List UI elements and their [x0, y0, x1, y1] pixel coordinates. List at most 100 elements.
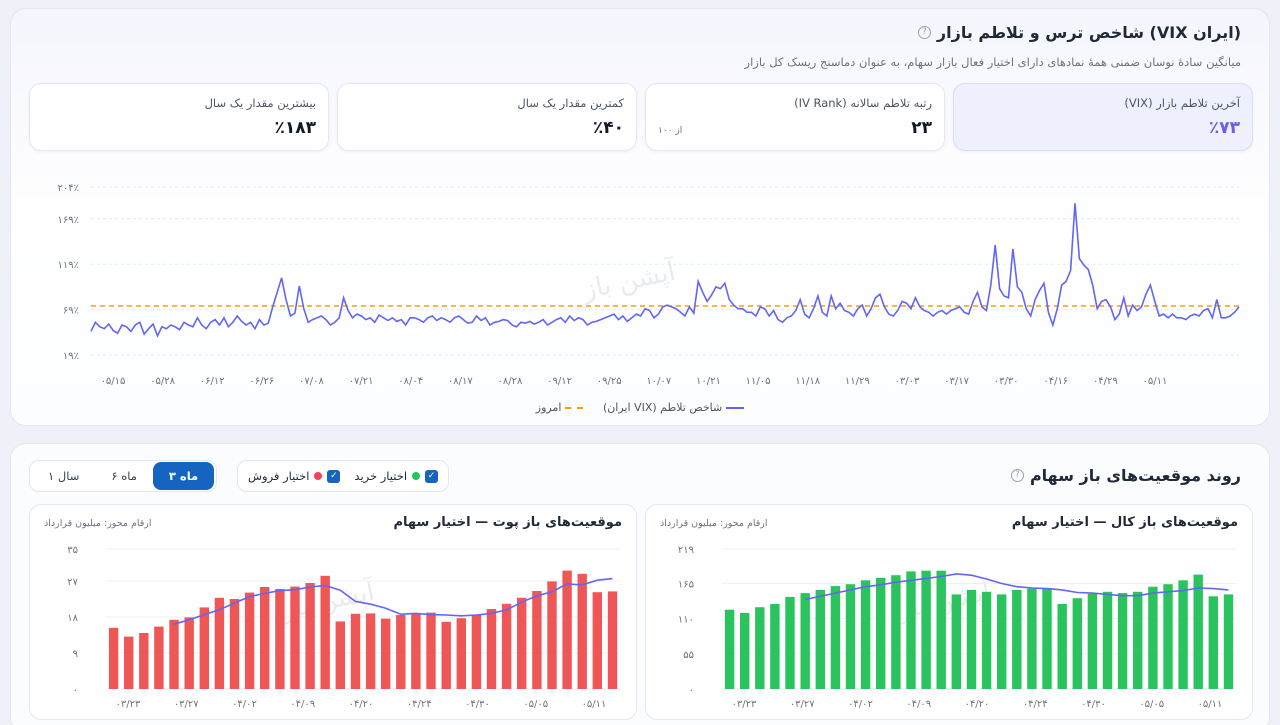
- trend-line: [804, 573, 1229, 601]
- x-tick-label: ۰۳/۱۷: [944, 376, 969, 387]
- bar: [1223, 594, 1234, 689]
- bar: [1208, 596, 1218, 689]
- card-last-vix[interactable]: آخرین تلاطم بازار (VIX) ٪۷۳: [953, 83, 1253, 151]
- range-6m-button[interactable]: ۶ ماه: [111, 469, 137, 483]
- y-tick-label: ۰: [689, 685, 694, 696]
- x-tick-label: ۰۵/۰۵: [523, 699, 548, 710]
- bar: [350, 613, 361, 689]
- x-tick-label: ۰۸/۱۷: [448, 376, 473, 387]
- toggle-call[interactable]: ✓ اختیار خرید: [354, 469, 439, 483]
- bar: [1102, 591, 1113, 689]
- help-icon[interactable]: ?: [1010, 469, 1024, 482]
- bar: [1117, 593, 1128, 689]
- range-1y-button[interactable]: ۱ سال: [48, 469, 80, 483]
- y-tick-label: ۰: [73, 685, 78, 696]
- line-swatch-icon: [726, 407, 745, 409]
- axis-note: ارقام محور: میلیون قرارداد: [44, 518, 152, 529]
- x-tick-label: ۰۴/۲۰: [349, 699, 374, 710]
- trend-line: [173, 577, 613, 625]
- call-dot-icon: [412, 472, 421, 480]
- legend-today[interactable]: امروز: [536, 401, 584, 414]
- bar: [320, 575, 330, 689]
- bar: [815, 589, 825, 689]
- checkbox-checked-icon[interactable]: ✓: [327, 469, 341, 483]
- bar: [154, 626, 164, 689]
- bar: [275, 589, 285, 689]
- put-chart-title: موقعیت‌های باز پوت — اختیار سهام: [393, 515, 622, 530]
- bar: [260, 587, 270, 689]
- bar: [785, 596, 795, 689]
- bar: [471, 614, 482, 689]
- card-year-max[interactable]: بیشترین مقدار یک سال ٪۱۸۳: [29, 83, 329, 151]
- put-chart[interactable]: آپشن باز ۳۵۲۷۱۸۹۰۰۳/۲۳۰۳/۲۷۰۴/۰۲۰۴/۰۹۰۴/…: [30, 529, 636, 719]
- y-tick-label: ۲۰۴٪: [58, 183, 79, 194]
- bar: [244, 592, 255, 689]
- bar: [290, 586, 300, 689]
- x-tick-label: ۱۱/۰۵: [746, 376, 771, 387]
- toggle-label: اختیار خرید: [354, 469, 408, 483]
- positions-panel: روند موقعیت‌های باز سهام ? ✓ اختیار خرید…: [10, 443, 1270, 725]
- toggle-put[interactable]: ✓ اختیار فروش: [248, 469, 341, 483]
- bar: [921, 570, 931, 689]
- bar: [755, 607, 765, 689]
- y-tick-label: ۲۷: [67, 577, 78, 588]
- x-tick-label: ۰۸/۰۴: [398, 376, 423, 387]
- bar: [830, 586, 841, 689]
- vix-series-line: [90, 203, 1240, 338]
- bar: [108, 627, 119, 689]
- y-tick-label: ۱۱۹٪: [58, 260, 79, 271]
- legend-series[interactable]: شاخص تلاطم (VIX ایران): [603, 401, 745, 414]
- vix-panel: (ایران VIX) شاخص ترس و تلاطم بازار ? میا…: [10, 8, 1270, 426]
- vix-chart[interactable]: آپشن باز ۲۰۴٪ ۱۶۹٪ ۱۱۹٪ ۶۹٪ ۱۹٪ ۰۵/۱۵ ۰۵/۲۸ ۰۶…: [11, 169, 1269, 409]
- x-tick-label: ۰۴/۳۰: [465, 699, 490, 710]
- vix-subtitle: میانگین سادهٔ نوسان ضمنی همهٔ نمادهای دا…: [744, 55, 1241, 69]
- bar: [547, 581, 557, 689]
- call-chart-card: موقعیت‌های باز کال — اختیار سهام ارقام م…: [645, 504, 1253, 720]
- bar: [592, 592, 602, 689]
- bar: [906, 571, 916, 689]
- bar: [860, 580, 871, 689]
- vix-title: (ایران VIX) شاخص ترس و تلاطم بازار ?: [917, 23, 1241, 42]
- axis-note: ارقام محور: میلیون قرارداد: [660, 518, 768, 529]
- bar: [966, 589, 977, 689]
- y-tick-label: ۹: [73, 649, 78, 660]
- bar: [845, 584, 856, 689]
- bar: [411, 613, 421, 689]
- range-3m-button[interactable]: ۳ ماه: [152, 462, 215, 490]
- x-tick-label: ۱۱/۱۸: [795, 376, 820, 387]
- bar: [139, 633, 149, 689]
- x-tick-label: ۱۰/۲۱: [696, 376, 721, 387]
- bar: [936, 570, 946, 689]
- bar: [501, 603, 512, 689]
- bar: [199, 607, 209, 689]
- help-icon[interactable]: ?: [917, 26, 931, 39]
- bar: [426, 612, 436, 689]
- bar: [1072, 598, 1082, 689]
- card-iv-rank[interactable]: رتبه تلاطم سالانه (IV Rank) ۲۳ از ۱۰۰: [645, 83, 945, 151]
- bar: [1193, 574, 1203, 689]
- x-tick-label: ۰۴/۱۶: [1043, 376, 1068, 387]
- y-tick-label: ۳۵: [67, 545, 78, 556]
- call-chart[interactable]: آپشن باز ۲۱۹۱۶۵۱۱۰۵۵۰۰۳/۲۳۰۳/۲۷۰۴/۰۲۰۴/۰…: [646, 529, 1252, 719]
- bar: [517, 597, 527, 689]
- x-tick-label: ۰۴/۲۴: [1023, 699, 1048, 710]
- x-tick-label: ۰۵/۰۵: [1139, 699, 1164, 710]
- card-year-min[interactable]: کمترین مقدار یک سال ٪۴۰: [337, 83, 637, 151]
- bar: [1163, 584, 1173, 689]
- bar: [876, 577, 886, 689]
- bar: [997, 594, 1007, 689]
- y-tick-label: ۱۱۰: [678, 615, 694, 626]
- x-tick-label: ۰۳/۲۳: [732, 699, 757, 710]
- bar: [951, 594, 961, 689]
- bar: [124, 636, 134, 689]
- bar: [891, 575, 901, 689]
- put-chart-card: موقعیت‌های باز پوت — اختیار سهام ارقام م…: [29, 504, 637, 720]
- y-tick-label: ۶۹٪: [63, 306, 79, 317]
- x-tick-label: ۰۸/۲۸: [498, 376, 523, 387]
- bar: [214, 597, 225, 689]
- bar: [981, 591, 992, 689]
- y-tick-label: ۵۵: [683, 650, 694, 661]
- bar: [577, 573, 587, 689]
- checkbox-checked-icon[interactable]: ✓: [425, 469, 439, 483]
- y-tick-label: ۱۹٪: [63, 351, 79, 362]
